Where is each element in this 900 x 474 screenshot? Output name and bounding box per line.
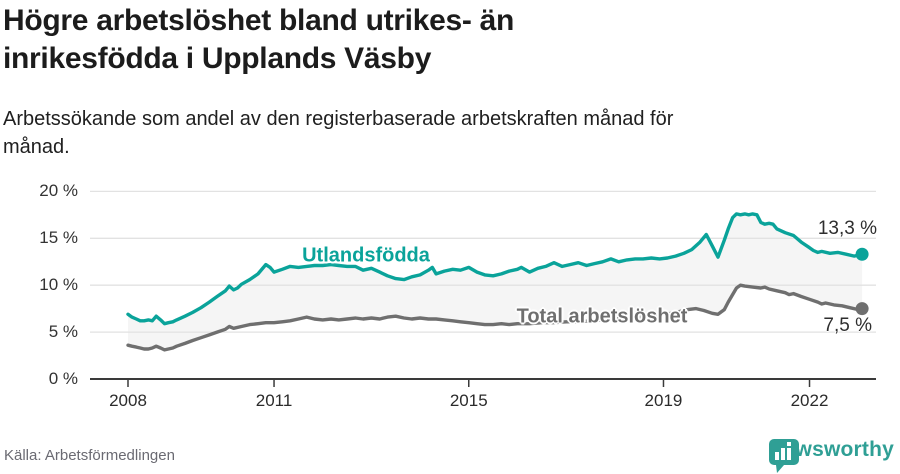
title-line-1: Högre arbetslöshet bland utrikes- än (3, 4, 514, 37)
series-label-total-arbetsloshet: Total arbetslöshet (516, 305, 688, 328)
end-dot-total-arbetsl-shet (855, 302, 869, 316)
y-axis-label-0: 0 % (48, 369, 78, 388)
end-value-label-total: 7,5 % (823, 315, 872, 336)
subtitle-line-1: Arbetssökande som andel av den registerb… (3, 108, 674, 130)
end-value-label-utlandsfodda: 13,3 % (817, 218, 877, 239)
chart-subtitle: Arbetssökande som andel av den registerb… (3, 105, 673, 161)
series-line-utlandsf-dda (126, 212, 864, 326)
brand-name: Newsworthy (768, 438, 894, 461)
title-line-2: inrikesfödda i Upplands Väsby (3, 41, 432, 75)
series-line-total-arbetsl-shet (126, 283, 864, 352)
subtitle-line-2: månad. (3, 136, 70, 158)
y-axis-label-20: 20 % (39, 181, 78, 201)
source-attribution: Källa: Arbetsförmedlingen (4, 447, 175, 464)
brand-logo: Newsworthy (768, 438, 894, 473)
page-title: Högre arbetslöshet bland utrikes- än inr… (3, 2, 514, 77)
band-between-series (128, 213, 863, 350)
series-label-utlandsfodda: Utlandsfödda (302, 244, 430, 267)
end-dot-utlandsf-dda (855, 247, 869, 261)
y-axis-label-5: 5 % (48, 322, 78, 342)
x-axis-label-2015: 2015 (449, 391, 488, 410)
newsworthy-icon (769, 439, 800, 473)
x-axis-label-2008: 2008 (109, 391, 147, 410)
x-axis-label-2019: 2019 (644, 391, 683, 410)
y-axis-label-10: 10 % (39, 275, 78, 295)
x-axis-label-2011: 2011 (255, 391, 293, 410)
y-axis-label-15: 15 % (39, 228, 78, 248)
x-axis-label-2022: 2022 (790, 391, 829, 410)
